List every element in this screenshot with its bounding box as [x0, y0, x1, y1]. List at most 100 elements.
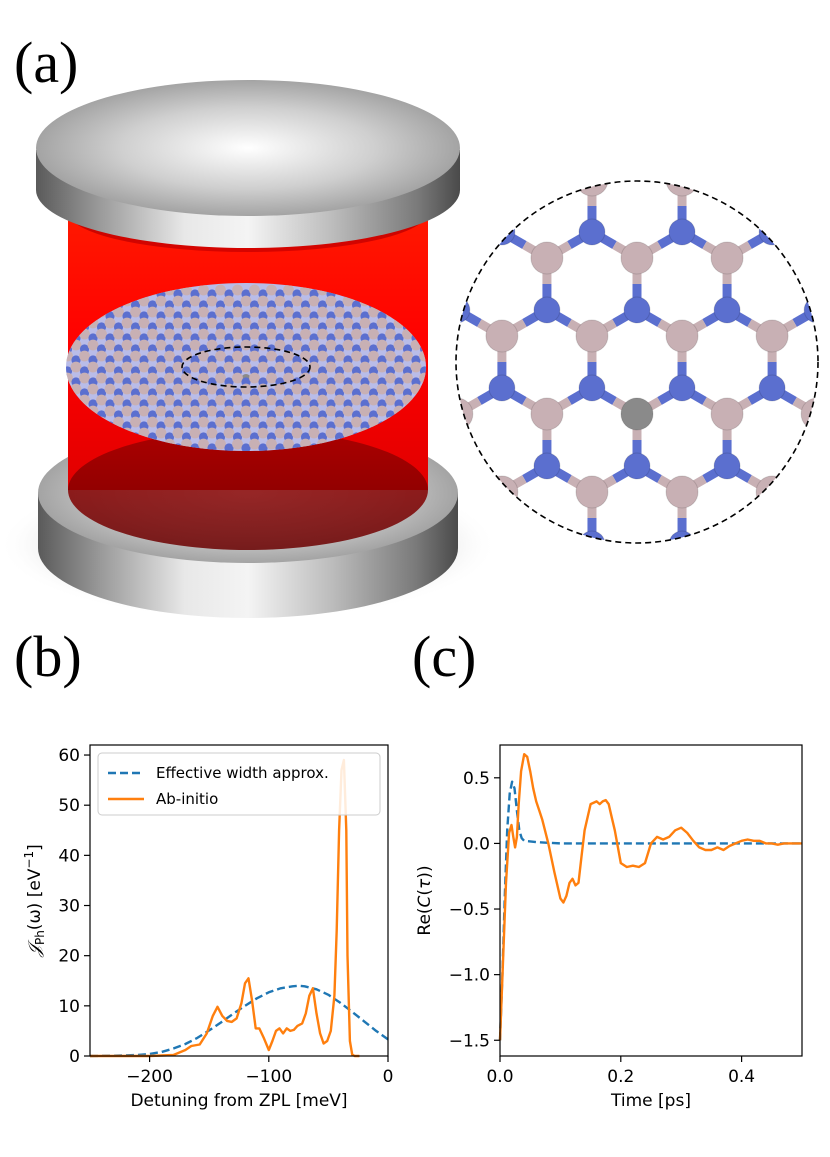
nitrogen-atom [46, 366, 55, 375]
boron-atom [376, 383, 388, 395]
boron-atom [113, 372, 124, 384]
boron-atom [393, 361, 405, 373]
boron-atom [266, 438, 277, 450]
nitrogen-atom [241, 443, 251, 451]
bond [457, 154, 480, 167]
y-tick-label: −0.5 [449, 900, 490, 920]
boron-atom [121, 317, 133, 329]
nitrogen-atom [803, 452, 818, 480]
bond [434, 89, 457, 102]
boron-atom [45, 417, 56, 428]
boron-atom [453, 285, 464, 296]
boron-atom [351, 328, 362, 340]
boron-atom [223, 427, 235, 439]
bond [727, 557, 750, 570]
y-tick-label: 10 [58, 997, 80, 1017]
boron-atom [283, 284, 294, 296]
bond [792, 462, 818, 483]
boron-atom [189, 405, 201, 417]
bond [142, 635, 165, 640]
bond [524, 89, 547, 102]
panel-label-c: (c) [412, 624, 477, 689]
bond [772, 11, 795, 24]
boron-atom [274, 295, 286, 307]
boron-atom [37, 428, 48, 439]
boron-atom [70, 361, 82, 373]
top-mirror-top [36, 80, 460, 216]
boron-atom [155, 339, 167, 351]
boron-atom [666, 8, 698, 40]
boron-atom [121, 339, 133, 351]
boron-atom [266, 284, 277, 296]
nitrogen-atom [20, 289, 29, 298]
boron-atom [249, 284, 260, 296]
boron-atom [325, 295, 337, 307]
bond [705, 154, 728, 167]
boron-atom [206, 339, 218, 351]
boron-atom [215, 284, 226, 296]
boron-atom [266, 372, 277, 384]
boron-atom [576, 8, 608, 40]
boron-atom [300, 372, 311, 384]
bond [569, 635, 592, 640]
boron-atom [113, 416, 124, 428]
boron-atom [428, 340, 439, 351]
bond [769, 540, 797, 543]
nitrogen-atom [29, 366, 38, 375]
boron-atom [240, 427, 252, 439]
boron-atom [274, 317, 286, 329]
boron-atom [257, 317, 269, 329]
boron-atom [359, 317, 371, 329]
nitrogen-atom [29, 432, 38, 441]
boron-atom [54, 318, 65, 329]
bond [209, 635, 232, 640]
nitrogen-atom [20, 443, 29, 452]
boron-atom [274, 383, 286, 395]
bond [499, 181, 527, 184]
boron-atom [126, 632, 158, 640]
nitrogen-atom [12, 410, 21, 419]
bond [795, 622, 818, 635]
boron-atom [130, 306, 141, 318]
boron-atom [198, 416, 209, 428]
nitrogen-atom [578, 374, 606, 402]
bond [457, 89, 480, 102]
bond [614, 622, 637, 635]
boron-atom [3, 340, 14, 351]
boron-atom [486, 632, 518, 640]
bond [547, 154, 570, 167]
boron-atom [530, 397, 564, 431]
bond [747, 181, 775, 184]
legend-entry: Effective width approx. [156, 764, 329, 782]
boron-atom [155, 295, 167, 307]
boron-atom [283, 394, 294, 406]
boron-atom [428, 406, 439, 417]
nitrogen-atom [174, 0, 200, 11]
boron-atom [113, 306, 124, 318]
bond [682, 635, 705, 640]
boron-atom [206, 361, 218, 373]
boron-atom [317, 328, 328, 340]
boron-atom [300, 416, 311, 428]
boron-atom [666, 632, 698, 640]
bond [772, 76, 795, 89]
boron-atom [711, 86, 743, 118]
bond [456, 462, 482, 483]
y-tick-label: 0.5 [463, 769, 490, 789]
nitrogen-atom [12, 366, 21, 375]
bond [232, 11, 255, 24]
boron-atom [385, 350, 396, 362]
boron-atom [436, 329, 447, 340]
boron-atom [575, 319, 609, 353]
boron-atom [45, 285, 56, 296]
bond [589, 540, 617, 543]
boron-atom [172, 427, 184, 439]
boron-atom [215, 394, 226, 406]
nitrogen-atom [37, 377, 46, 386]
nitrogen-atom [428, 443, 437, 452]
bond [769, 181, 797, 184]
bond [164, 622, 187, 635]
boron-atom [164, 416, 175, 428]
bond [569, 11, 592, 24]
boron-atom [66, 372, 73, 384]
